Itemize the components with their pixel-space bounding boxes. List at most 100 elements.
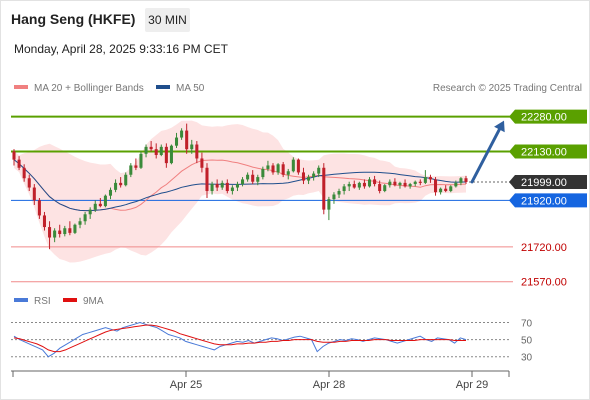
- candle: [266, 160, 270, 172]
- candle-body: [154, 149, 158, 155]
- projection-arrow: [470, 120, 505, 184]
- candle: [108, 187, 113, 200]
- candle: [83, 211, 87, 225]
- candle-body: [373, 179, 377, 185]
- projection-arrow-shaft: [470, 127, 501, 184]
- candle-body: [291, 159, 295, 172]
- candle: [78, 217, 82, 229]
- candle: [413, 180, 417, 187]
- candle: [215, 179, 219, 192]
- candle: [357, 181, 361, 190]
- rsi-axis-label: 70: [521, 319, 533, 330]
- candle-body: [83, 214, 87, 222]
- candle: [256, 174, 260, 186]
- candle-body: [103, 195, 107, 207]
- candle: [32, 184, 36, 205]
- candle: [327, 196, 331, 221]
- candle-body: [22, 167, 26, 179]
- candle: [241, 177, 245, 187]
- candle-body: [180, 130, 184, 138]
- candle-body: [444, 188, 448, 192]
- candle-body: [439, 188, 443, 193]
- candle: [124, 172, 128, 187]
- candle: [276, 163, 280, 175]
- rsi-ma-line: [13, 324, 466, 353]
- candles: [12, 123, 468, 250]
- candle-body: [215, 184, 219, 188]
- candle: [337, 188, 341, 198]
- candle-body: [423, 177, 427, 183]
- candle-body: [195, 144, 199, 159]
- level-label-resistance: 22130.00: [521, 147, 567, 159]
- candle: [119, 177, 123, 188]
- candle: [439, 187, 443, 195]
- candle: [434, 177, 438, 196]
- candle: [459, 177, 463, 186]
- rsi-ma-legend-label: 9MA: [83, 296, 104, 307]
- rsi-line: [13, 321, 467, 358]
- rsi-ma-legend-swatch: [63, 298, 77, 302]
- candle: [307, 174, 311, 185]
- candle: [246, 172, 250, 182]
- candle: [134, 158, 138, 171]
- candle: [48, 221, 52, 250]
- candle-body: [17, 159, 21, 168]
- candle-body: [48, 227, 52, 238]
- candle: [103, 194, 107, 208]
- credit-text: Research © 2025 Trading Central: [433, 83, 582, 94]
- rsi-legend-swatch: [14, 298, 28, 302]
- candle-body: [352, 184, 356, 188]
- candle: [200, 152, 204, 173]
- level-tag-bg: [509, 193, 587, 208]
- candle-body: [418, 181, 422, 183]
- candle-body: [93, 203, 97, 210]
- candle-body: [124, 174, 128, 186]
- candle-body: [119, 182, 123, 186]
- candle-body: [378, 184, 382, 192]
- candle: [159, 144, 163, 157]
- candle: [444, 185, 448, 193]
- candle: [347, 181, 351, 192]
- candle: [367, 177, 372, 188]
- candle: [53, 228, 57, 243]
- candle: [312, 171, 316, 181]
- candle-body: [317, 167, 321, 174]
- candle-body: [408, 184, 412, 187]
- ma20-legend-swatch: [14, 85, 28, 89]
- candle-body: [108, 189, 113, 196]
- candle-body: [296, 159, 300, 173]
- candle-body: [129, 165, 133, 175]
- price-levels: [11, 115, 513, 283]
- level-tag-current: 21999.00: [509, 174, 587, 189]
- candle: [58, 224, 62, 238]
- candle-body: [174, 137, 179, 146]
- candle-body: [144, 146, 148, 154]
- level-tag-resistance: 22130.00: [509, 144, 587, 159]
- candle: [230, 185, 234, 195]
- candle-body: [73, 224, 77, 233]
- candle-body: [256, 177, 260, 182]
- candle: [12, 149, 16, 166]
- candle-body: [164, 146, 168, 164]
- candle-body: [251, 174, 255, 182]
- candle: [17, 156, 21, 171]
- candle-body: [42, 215, 46, 228]
- rsi-axis-label: 30: [521, 353, 533, 364]
- candle: [271, 163, 275, 175]
- candle-body: [271, 165, 275, 173]
- candle-body: [413, 181, 417, 185]
- timeframe-button[interactable]: 30 MIN: [145, 8, 190, 32]
- candle-body: [388, 181, 392, 186]
- candle: [129, 163, 133, 178]
- candle: [317, 165, 321, 178]
- candle: [185, 123, 189, 154]
- x-tick-label: Apr 28: [313, 379, 345, 391]
- candle: [42, 211, 46, 231]
- candle-body: [134, 165, 138, 168]
- x-tick-label: Apr 25: [170, 379, 202, 391]
- candle-body: [139, 153, 143, 168]
- candle-body: [27, 178, 31, 188]
- candle-body: [205, 167, 209, 192]
- candle-body: [58, 230, 62, 235]
- candle-body: [190, 144, 194, 150]
